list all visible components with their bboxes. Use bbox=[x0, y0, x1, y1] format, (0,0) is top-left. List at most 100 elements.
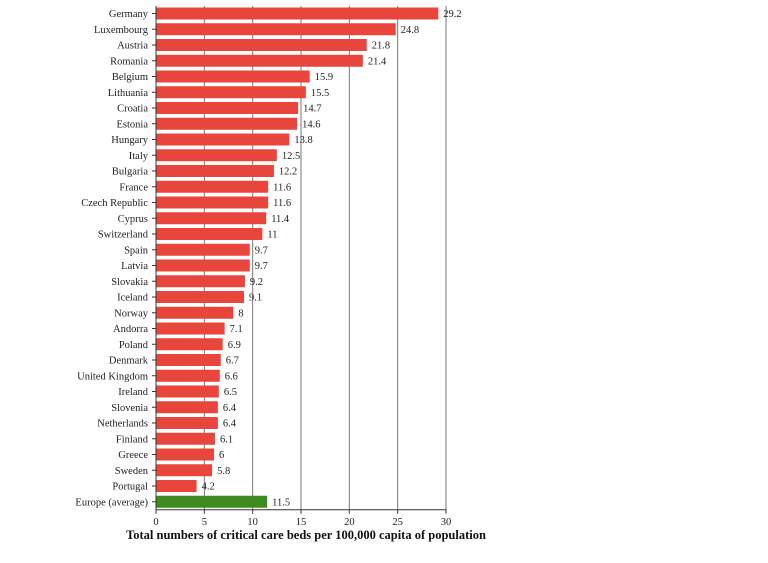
category-label: Romania bbox=[110, 56, 148, 67]
bar bbox=[156, 7, 439, 20]
bar bbox=[156, 212, 267, 225]
bar bbox=[156, 196, 269, 209]
bar bbox=[156, 354, 221, 366]
category-label: Europe (average) bbox=[75, 497, 148, 508]
bar bbox=[156, 385, 219, 398]
x-tick-label: 20 bbox=[344, 517, 355, 528]
x-tick-label: 0 bbox=[153, 517, 158, 528]
category-label: Cyprus bbox=[118, 214, 148, 225]
category-label: Slovenia bbox=[111, 403, 148, 414]
x-tick-label: 5 bbox=[202, 517, 207, 528]
value-label: 11.4 bbox=[271, 214, 290, 225]
category-label: Greece bbox=[118, 450, 148, 461]
value-label: 9.1 bbox=[249, 293, 262, 304]
category-label: Spain bbox=[124, 245, 149, 256]
category-label: Denmark bbox=[109, 356, 149, 367]
value-label: 6.1 bbox=[220, 434, 233, 445]
category-label: Belgium bbox=[112, 72, 148, 83]
category-label: Poland bbox=[119, 340, 149, 351]
value-label: 6 bbox=[219, 450, 224, 461]
value-label: 21.8 bbox=[372, 41, 390, 52]
value-label: 13.8 bbox=[294, 135, 312, 146]
value-label: 6.6 bbox=[225, 371, 238, 382]
bar bbox=[156, 495, 268, 508]
value-label: 11 bbox=[267, 230, 277, 241]
x-tick-label: 15 bbox=[296, 517, 307, 528]
value-label: 12.5 bbox=[282, 151, 300, 162]
value-label: 6.7 bbox=[226, 356, 239, 367]
value-label: 14.7 bbox=[303, 104, 321, 115]
bar bbox=[156, 54, 363, 67]
category-label: France bbox=[119, 182, 148, 193]
bar bbox=[156, 401, 218, 414]
bar bbox=[156, 133, 290, 146]
x-tick-label: 25 bbox=[392, 517, 403, 528]
category-label: Ireland bbox=[118, 387, 148, 398]
category-label: Estonia bbox=[117, 119, 149, 130]
bar bbox=[156, 86, 306, 99]
value-label: 6.4 bbox=[223, 419, 237, 430]
category-label: Iceland bbox=[117, 293, 149, 304]
bar bbox=[156, 464, 213, 477]
category-label: Luxembourg bbox=[94, 25, 149, 36]
category-label: Bulgaria bbox=[112, 167, 148, 178]
bar bbox=[156, 23, 396, 36]
bar bbox=[156, 448, 214, 461]
bar bbox=[156, 149, 277, 162]
value-label: 9.2 bbox=[250, 277, 263, 288]
category-label: Switzerland bbox=[98, 230, 149, 241]
bar bbox=[156, 165, 274, 177]
category-label: United Kingdom bbox=[77, 371, 148, 382]
category-label: Andorra bbox=[113, 324, 148, 335]
bar bbox=[156, 322, 225, 335]
category-label: Netherlands bbox=[97, 419, 148, 430]
category-label: Hungary bbox=[111, 135, 148, 146]
category-label: Italy bbox=[129, 151, 149, 162]
value-label: 7.1 bbox=[230, 324, 243, 335]
value-label: 6.9 bbox=[228, 340, 241, 351]
value-label: 6.5 bbox=[224, 387, 237, 398]
value-label: 11.5 bbox=[272, 497, 290, 508]
x-tick-label: 30 bbox=[441, 517, 452, 528]
value-label: 14.6 bbox=[302, 119, 320, 130]
bar bbox=[156, 417, 218, 429]
bar bbox=[156, 275, 245, 288]
bar bbox=[156, 432, 215, 445]
bar bbox=[156, 243, 250, 256]
category-label: Czech Republic bbox=[81, 198, 148, 209]
category-label: Lithuania bbox=[108, 88, 149, 99]
category-label: Norway bbox=[114, 308, 149, 319]
value-label: 21.4 bbox=[368, 56, 387, 67]
x-axis-title: Total numbers of critical care beds per … bbox=[126, 528, 486, 542]
bar bbox=[156, 338, 223, 351]
bar bbox=[156, 228, 263, 240]
value-label: 15.9 bbox=[315, 72, 333, 83]
category-label: Latvia bbox=[121, 261, 148, 272]
bar bbox=[156, 102, 299, 114]
value-label: 4.2 bbox=[202, 482, 215, 493]
value-label: 11.6 bbox=[273, 182, 291, 193]
x-tick-label: 10 bbox=[247, 517, 258, 528]
bar bbox=[156, 480, 197, 492]
value-label: 12.2 bbox=[279, 167, 297, 178]
category-label: Austria bbox=[117, 41, 148, 52]
bar bbox=[156, 291, 244, 303]
value-label: 11.6 bbox=[273, 198, 291, 209]
value-label: 15.5 bbox=[311, 88, 329, 99]
bar bbox=[156, 117, 298, 130]
category-label: Sweden bbox=[115, 466, 149, 477]
value-label: 8 bbox=[238, 308, 243, 319]
bar bbox=[156, 369, 220, 382]
value-label: 9.7 bbox=[255, 245, 268, 256]
value-label: 9.7 bbox=[255, 261, 268, 272]
value-label: 5.8 bbox=[217, 466, 230, 477]
bar bbox=[156, 70, 310, 83]
bar bbox=[156, 39, 367, 51]
bar bbox=[156, 306, 234, 319]
category-label: Germany bbox=[109, 9, 149, 20]
value-label: 24.8 bbox=[401, 25, 419, 36]
category-label: Portugal bbox=[112, 482, 148, 493]
value-label: 29.2 bbox=[443, 9, 461, 20]
